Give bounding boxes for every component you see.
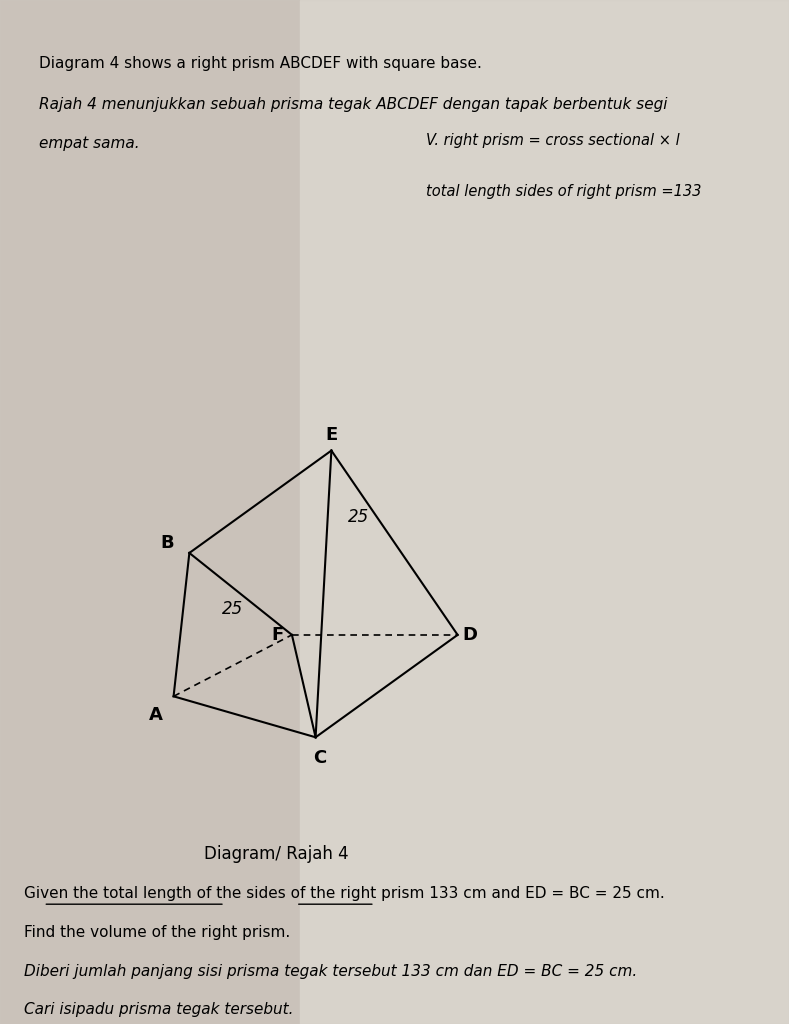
Text: Given the total length of the sides of the right prism 133 cm and ED = BC = 25 c: Given the total length of the sides of t… <box>24 886 664 901</box>
Text: total length sides of right prism =133: total length sides of right prism =133 <box>426 184 701 200</box>
Text: C: C <box>313 749 326 767</box>
Text: E: E <box>325 426 338 444</box>
Text: V. right prism = cross sectional × l: V. right prism = cross sectional × l <box>426 133 680 148</box>
Text: 25: 25 <box>349 508 369 526</box>
Text: Diberi jumlah panjang sisi prisma tegak tersebut 133 cm dan ED = BC = 25 cm.: Diberi jumlah panjang sisi prisma tegak … <box>24 964 637 979</box>
Text: Find the volume of the right prism.: Find the volume of the right prism. <box>24 925 290 940</box>
Text: empat sama.: empat sama. <box>39 136 140 152</box>
Text: Diagram 4 shows a right prism ABCDEF with square base.: Diagram 4 shows a right prism ABCDEF wit… <box>39 56 482 72</box>
Text: F: F <box>271 626 284 644</box>
Text: Cari isipadu prisma tegak tersebut.: Cari isipadu prisma tegak tersebut. <box>24 1002 294 1018</box>
Bar <box>300 0 789 1024</box>
Text: 25: 25 <box>222 600 243 618</box>
Text: Diagram/ Rajah 4: Diagram/ Rajah 4 <box>204 845 349 863</box>
Text: B: B <box>160 534 174 552</box>
Bar <box>0 0 300 1024</box>
Text: A: A <box>149 706 163 724</box>
Text: Rajah 4 menunjukkan sebuah prisma tegak ABCDEF dengan tapak berbentuk segi: Rajah 4 menunjukkan sebuah prisma tegak … <box>39 97 668 113</box>
Text: D: D <box>462 626 477 644</box>
